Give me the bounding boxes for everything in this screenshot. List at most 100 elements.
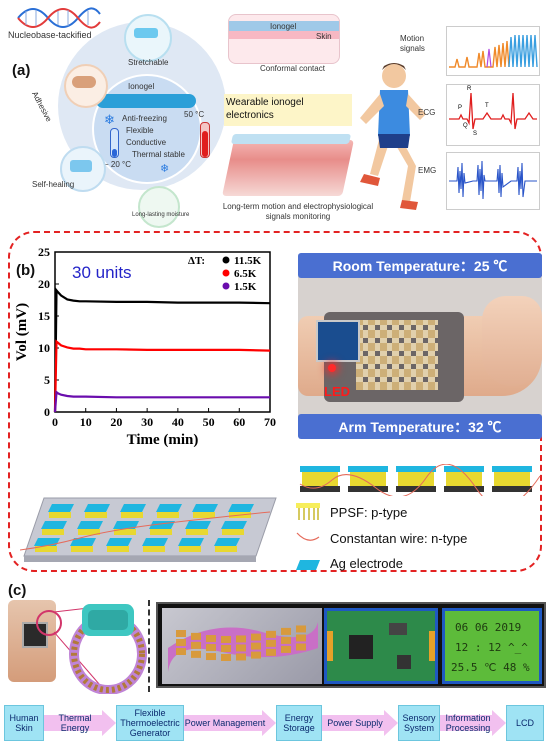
system-composite: 06 06 2019 12 : 12 ^_^ 25.5 ℃ 48 % bbox=[156, 602, 546, 688]
flow-power-supply: Power Supply bbox=[327, 718, 383, 728]
flow-human-skin: Human Skin bbox=[4, 705, 44, 741]
voltage-chart: 0 10 20 30 40 50 60 70 0 5 10 15 20 25 Time (min) Vol (… bbox=[14, 245, 276, 448]
y-tick-label: 10 bbox=[38, 341, 50, 355]
teg-bump bbox=[251, 642, 261, 650]
wearable-label: Wearable ionogel electronics bbox=[226, 97, 304, 121]
motion-signals-label: Motion signals bbox=[400, 34, 425, 53]
teg-bump bbox=[266, 630, 276, 638]
ppsf-leg bbox=[42, 529, 64, 535]
zoom-circle bbox=[36, 610, 62, 636]
flow-power-management: Power Management bbox=[184, 718, 266, 728]
lcd-time: 12 : 12 ^_^ bbox=[455, 641, 528, 654]
runner-figure bbox=[360, 63, 426, 210]
pcb-board bbox=[324, 608, 438, 684]
teg-array bbox=[356, 320, 438, 390]
teg-bump bbox=[191, 641, 201, 649]
temp-cold-label: − 20 °C bbox=[104, 160, 131, 169]
teg-bump bbox=[296, 625, 306, 633]
teg-bump bbox=[191, 650, 201, 658]
ppsf-leg bbox=[179, 546, 201, 552]
ag-electrode-tile bbox=[214, 538, 240, 546]
conductive-label: Conductive bbox=[126, 138, 167, 147]
series-line bbox=[53, 339, 271, 413]
teg-bump bbox=[221, 653, 231, 661]
ag-electrode-tile bbox=[34, 538, 60, 546]
legend-title: ΔT: bbox=[188, 255, 205, 267]
ecg-t-label: T bbox=[485, 103, 489, 109]
ppsf-leg bbox=[121, 512, 143, 518]
ecg-q-label: Q bbox=[463, 123, 468, 129]
teg-bump bbox=[191, 632, 201, 640]
ionogel-center-label: Ionogel bbox=[128, 82, 155, 91]
lcd-temp-humidity: 25.5 ℃ 48 % bbox=[451, 661, 530, 674]
ppsf-leg bbox=[85, 512, 107, 518]
flow-information-processing: Information Processing bbox=[445, 713, 491, 733]
y-tick-label: 5 bbox=[44, 373, 50, 387]
teg-bump bbox=[176, 639, 186, 646]
teg-bump bbox=[236, 635, 246, 643]
panel-c-letter: (c) bbox=[8, 582, 27, 599]
x-tick-label: 50 bbox=[203, 415, 215, 429]
flow-arrow-power-supply: Power Supply bbox=[322, 710, 398, 736]
teg-bump bbox=[206, 635, 216, 643]
dna-helix-icon bbox=[17, 7, 101, 29]
flexible-label: Flexible bbox=[126, 126, 154, 135]
y-tick-label: 0 bbox=[44, 405, 50, 419]
anti-freezing-label: Anti-freezing bbox=[122, 114, 167, 123]
strip-top-electrode bbox=[396, 466, 436, 472]
ppsf-legend-icon bbox=[296, 503, 320, 521]
x-tick-label: 0 bbox=[52, 415, 58, 429]
ppsf-leg bbox=[49, 512, 71, 518]
teg-bump bbox=[296, 643, 306, 651]
skin-patch bbox=[222, 140, 354, 196]
x-tick-label: 10 bbox=[80, 415, 92, 429]
ag-electrode-tile bbox=[70, 538, 96, 546]
teg-bump bbox=[251, 651, 261, 659]
strip-ppsf bbox=[446, 472, 482, 486]
arm-temperature-bar: Arm Temperature：32 ℃ bbox=[298, 414, 542, 439]
ppsf-legend-label: PPSF: p-type bbox=[330, 505, 408, 520]
led-label: LED bbox=[324, 384, 350, 399]
ppsf-leg bbox=[35, 546, 57, 552]
ag-electrode-tile bbox=[192, 504, 218, 512]
ecg-s-label: S bbox=[473, 131, 478, 137]
teg-bump bbox=[296, 634, 306, 642]
flow-thermal-energy: Thermal Energy bbox=[58, 713, 92, 733]
ecg-r-label: R bbox=[467, 86, 472, 92]
temp-hot-label: 50 °C bbox=[184, 110, 205, 119]
legend-marker bbox=[222, 256, 230, 264]
snowflake-icon: ❄ bbox=[160, 163, 170, 175]
strip-ppsf bbox=[494, 472, 530, 486]
hand bbox=[482, 296, 542, 386]
flexible-teg-render bbox=[162, 608, 322, 684]
wearable-label-box bbox=[224, 94, 352, 126]
ppsf-leg bbox=[157, 512, 179, 518]
strip-top-electrode bbox=[444, 466, 484, 472]
ppsf-leg bbox=[114, 529, 136, 535]
constantan-legend-label: Constantan wire: n-type bbox=[330, 531, 468, 546]
cold-thermometer-icon bbox=[110, 128, 119, 158]
teg-array-3d bbox=[19, 468, 288, 568]
units-label: 30 units bbox=[72, 263, 132, 282]
ionogel-strip bbox=[96, 94, 196, 108]
teg-bump bbox=[266, 639, 276, 647]
ppsf-leg bbox=[71, 546, 93, 552]
pcb-connector bbox=[429, 631, 435, 661]
legend-label: 6.5K bbox=[234, 268, 257, 280]
teg-bump bbox=[251, 633, 261, 641]
strip-bottom-electrode bbox=[300, 486, 340, 492]
x-tick-label: 40 bbox=[172, 415, 184, 429]
ag-electrode-tile bbox=[178, 538, 204, 546]
flow-sensory-system: Sensory System bbox=[398, 705, 440, 741]
conformal-label: Conformal contact bbox=[260, 64, 325, 73]
ag-electrode-tile bbox=[41, 521, 67, 529]
emg-label: EMG bbox=[418, 166, 437, 175]
moisture-circle bbox=[138, 186, 180, 228]
strip-top-electrode bbox=[348, 466, 388, 472]
ppsf-leg bbox=[150, 529, 172, 535]
teg-bump bbox=[236, 644, 246, 652]
ionogel-top-label: Ionogel bbox=[270, 22, 297, 31]
y-tick-label: 20 bbox=[38, 277, 50, 291]
ecg-plot: P R Q S T bbox=[446, 84, 540, 146]
constantan-wire-icon bbox=[296, 530, 320, 542]
